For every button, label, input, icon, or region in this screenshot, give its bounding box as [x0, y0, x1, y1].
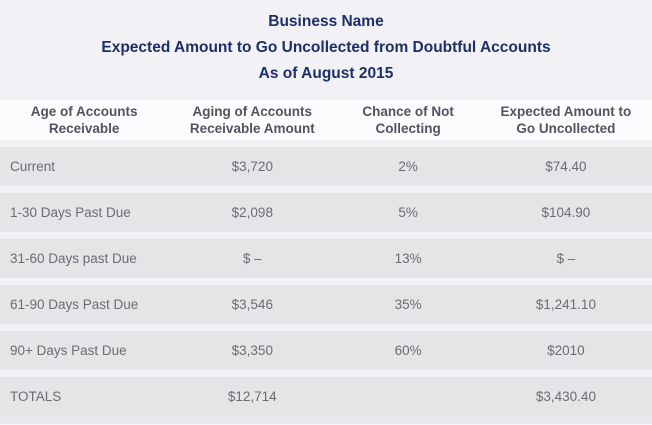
cell-totals-chance — [336, 377, 480, 416]
header-row: Age of Accounts Receivable Aging of Acco… — [0, 100, 652, 140]
accounts-receivable-table: Age of Accounts Receivable Aging of Acco… — [0, 93, 652, 423]
cell-expected: $ – — [479, 239, 652, 278]
table-row-31-60-days: 31-60 Days past Due $ – 13% $ – — [0, 239, 652, 278]
cell-totals-expected: $3,430.40 — [479, 377, 652, 416]
report-title: Expected Amount to Go Uncollected from D… — [101, 39, 551, 56]
cell-expected: $74.40 — [479, 147, 652, 186]
cell-age: 31-60 Days past Due — [0, 239, 169, 278]
cell-amount: $3,546 — [168, 285, 337, 324]
table-row-current: Current $3,720 2% $74.40 — [0, 147, 652, 186]
cell-expected: $104.90 — [479, 193, 652, 232]
header-age-of-accounts: Age of Accounts Receivable — [0, 100, 169, 140]
header-aging-amount: Aging of Accounts Receivable Amount — [168, 100, 337, 140]
cell-age: 90+ Days Past Due — [0, 331, 169, 370]
totals-row: TOTALS $12,714 $3,430.40 — [0, 377, 652, 416]
cell-expected: $1,241.10 — [479, 285, 652, 324]
cell-chance: 5% — [336, 193, 480, 232]
report-date: As of August 2015 — [258, 65, 394, 82]
cell-amount: $ – — [168, 239, 337, 278]
cell-chance: 60% — [336, 331, 480, 370]
table-row-90-plus-days: 90+ Days Past Due $3,350 60% $2010 — [0, 331, 652, 370]
cell-amount: $2,098 — [168, 193, 337, 232]
title-block: Business Name Expected Amount to Go Unco… — [0, 0, 652, 100]
bottom-strip — [0, 416, 652, 425]
header-expected-uncollected: Expected Amount to Go Uncollected — [479, 100, 652, 140]
cell-totals-label: TOTALS — [0, 377, 169, 416]
table-row-1-30-days: 1-30 Days Past Due $2,098 5% $104.90 — [0, 193, 652, 232]
cell-amount: $3,350 — [168, 331, 337, 370]
cell-amount: $3,720 — [168, 147, 337, 186]
cell-chance: 2% — [336, 147, 480, 186]
business-name-title: Business Name — [268, 13, 384, 30]
header-chance-not-collecting: Chance of Not Collecting — [336, 100, 480, 140]
cell-chance: 35% — [336, 285, 480, 324]
cell-expected: $2010 — [479, 331, 652, 370]
cell-age: Current — [0, 147, 169, 186]
cell-age: 1-30 Days Past Due — [0, 193, 169, 232]
cell-totals-amount: $12,714 — [168, 377, 337, 416]
cell-age: 61-90 Days Past Due — [0, 285, 169, 324]
table-row-61-90-days: 61-90 Days Past Due $3,546 35% $1,241.10 — [0, 285, 652, 324]
cell-chance: 13% — [336, 239, 480, 278]
